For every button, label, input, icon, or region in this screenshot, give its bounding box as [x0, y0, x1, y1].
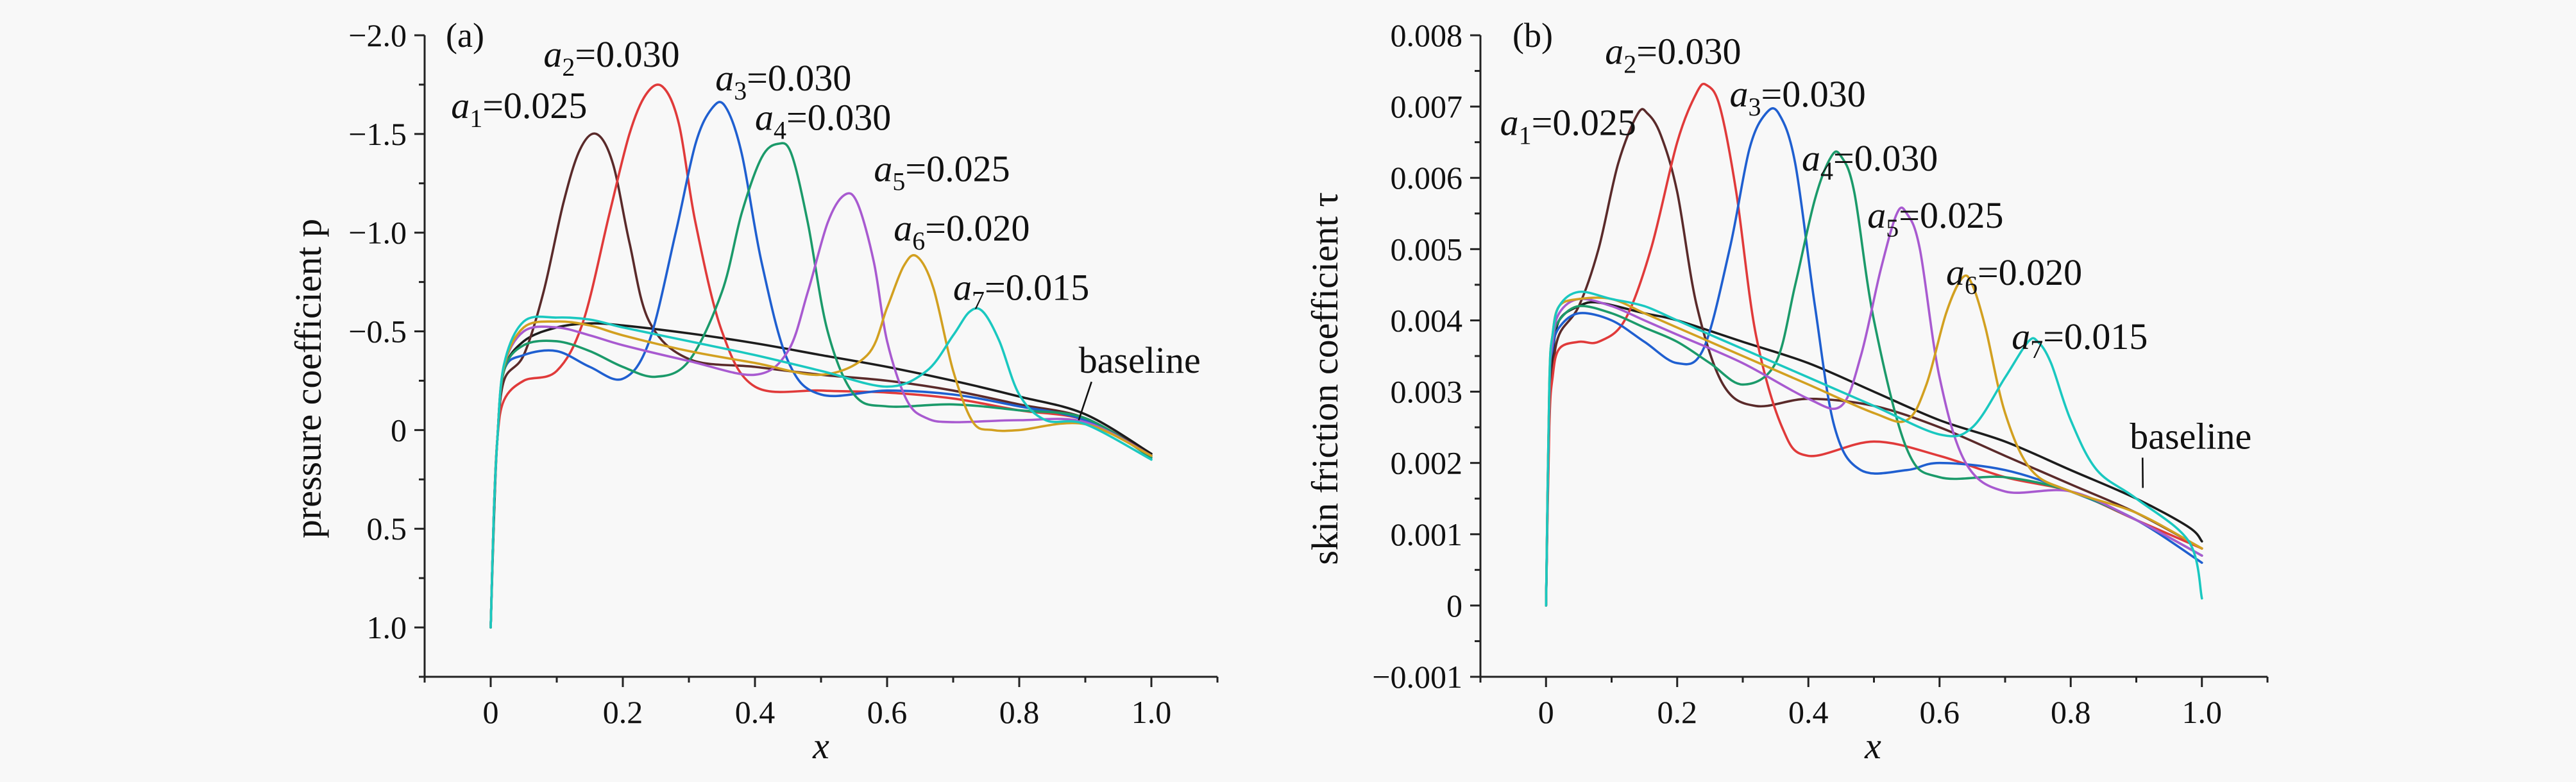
panel-a-pressure-chart: (a) pressure coefficient p x 0 0.2 0.4 0.6 0…: [287, 16, 1219, 767]
panel-a-y-axis-label: pressure coefficient p: [287, 219, 329, 538]
x-tick-label: 0: [483, 694, 499, 730]
x-tick-label: 0.4: [735, 694, 775, 730]
y-tick-label: 0.003: [1391, 374, 1463, 410]
series-line-6: [489, 253, 1153, 629]
panel-b-label: (b): [1513, 16, 1553, 55]
y-tick-label: 1.0: [367, 609, 407, 645]
y-tick-label: 0.007: [1391, 89, 1463, 124]
annotation-a6: a6=0.020: [1946, 251, 2082, 300]
panel-b-y-axis-label: skin friction coefficient τ: [1304, 192, 1346, 565]
series-line-2: [1545, 82, 2203, 607]
panel-b-skin-friction-chart: (b) skin friction coefficient τ x 0 0.2 0.…: [1304, 16, 2269, 767]
panel-a-label: (a): [446, 16, 484, 55]
baseline-label: baseline: [1079, 339, 1201, 381]
annotation-a3: a3=0.030: [715, 57, 851, 105]
annotation-a3: a3=0.030: [1730, 73, 1866, 121]
panel-a-x-axis-label: x: [812, 725, 829, 767]
annotation-a7: a7=0.015: [953, 266, 1089, 314]
x-tick-label: 0.2: [1657, 694, 1698, 730]
y-tick-label: 0.5: [367, 511, 407, 547]
series-line-0: [1545, 301, 2203, 607]
series-line-1: [489, 132, 1153, 629]
x-tick-label: 0.8: [2051, 694, 2091, 730]
x-tick-label: 0.2: [603, 694, 643, 730]
y-tick-label: 0.001: [1391, 516, 1463, 552]
y-tick-label: −0.001: [1372, 659, 1462, 695]
series-line-4: [1545, 150, 2203, 607]
annotation-a5: a5=0.025: [874, 148, 1010, 196]
annotation-a2: a2=0.030: [1605, 30, 1741, 78]
y-tick-label: 0: [1446, 588, 1462, 624]
x-tick-label: 0.6: [867, 694, 908, 730]
series-line-3: [489, 101, 1153, 629]
series-line-7: [489, 307, 1153, 629]
x-tick-label: 0.6: [1920, 694, 1960, 730]
series-line-1: [1545, 108, 2203, 607]
y-tick-label: 0.004: [1391, 302, 1463, 338]
y-tick-label: 0.005: [1391, 231, 1463, 267]
x-tick-label: 0.8: [999, 694, 1040, 730]
series-line-4: [489, 142, 1153, 629]
x-tick-label: 1.0: [2182, 694, 2223, 730]
series-line-5: [1545, 206, 2203, 607]
annotation-a1: a1=0.025: [1500, 102, 1636, 150]
baseline-leader-line: [1078, 381, 1092, 421]
annotation-a7: a7=0.015: [2012, 316, 2148, 364]
annotation-a4: a4=0.030: [1802, 137, 1938, 185]
annotation-a1: a1=0.025: [451, 85, 587, 133]
series-line-0: [489, 322, 1153, 629]
annotation-a5: a5=0.025: [1867, 194, 2003, 242]
series-line-3: [1545, 107, 2203, 607]
x-tick-label: 1.0: [1131, 694, 1172, 730]
annotation-a6: a6=0.020: [894, 207, 1030, 255]
y-tick-label: −1.5: [348, 116, 407, 152]
y-tick-label: 0: [391, 412, 407, 448]
y-tick-label: 0.002: [1391, 445, 1463, 481]
series-line-7: [1545, 290, 2203, 607]
y-tick-label: −1.0: [348, 215, 407, 251]
annotation-a2: a2=0.030: [543, 33, 679, 81]
x-tick-label: 0: [1538, 694, 1554, 730]
panel-b-x-axis-label: x: [1864, 725, 1881, 767]
y-tick-label: −2.0: [348, 17, 407, 53]
series-line-2: [489, 83, 1153, 629]
annotation-a4: a4=0.030: [755, 97, 891, 145]
y-tick-label: 0.008: [1391, 17, 1463, 53]
y-tick-label: −0.5: [348, 314, 407, 350]
y-tick-label: 0.006: [1391, 160, 1463, 196]
x-tick-label: 0.4: [1788, 694, 1829, 730]
baseline-label: baseline: [2130, 415, 2251, 457]
